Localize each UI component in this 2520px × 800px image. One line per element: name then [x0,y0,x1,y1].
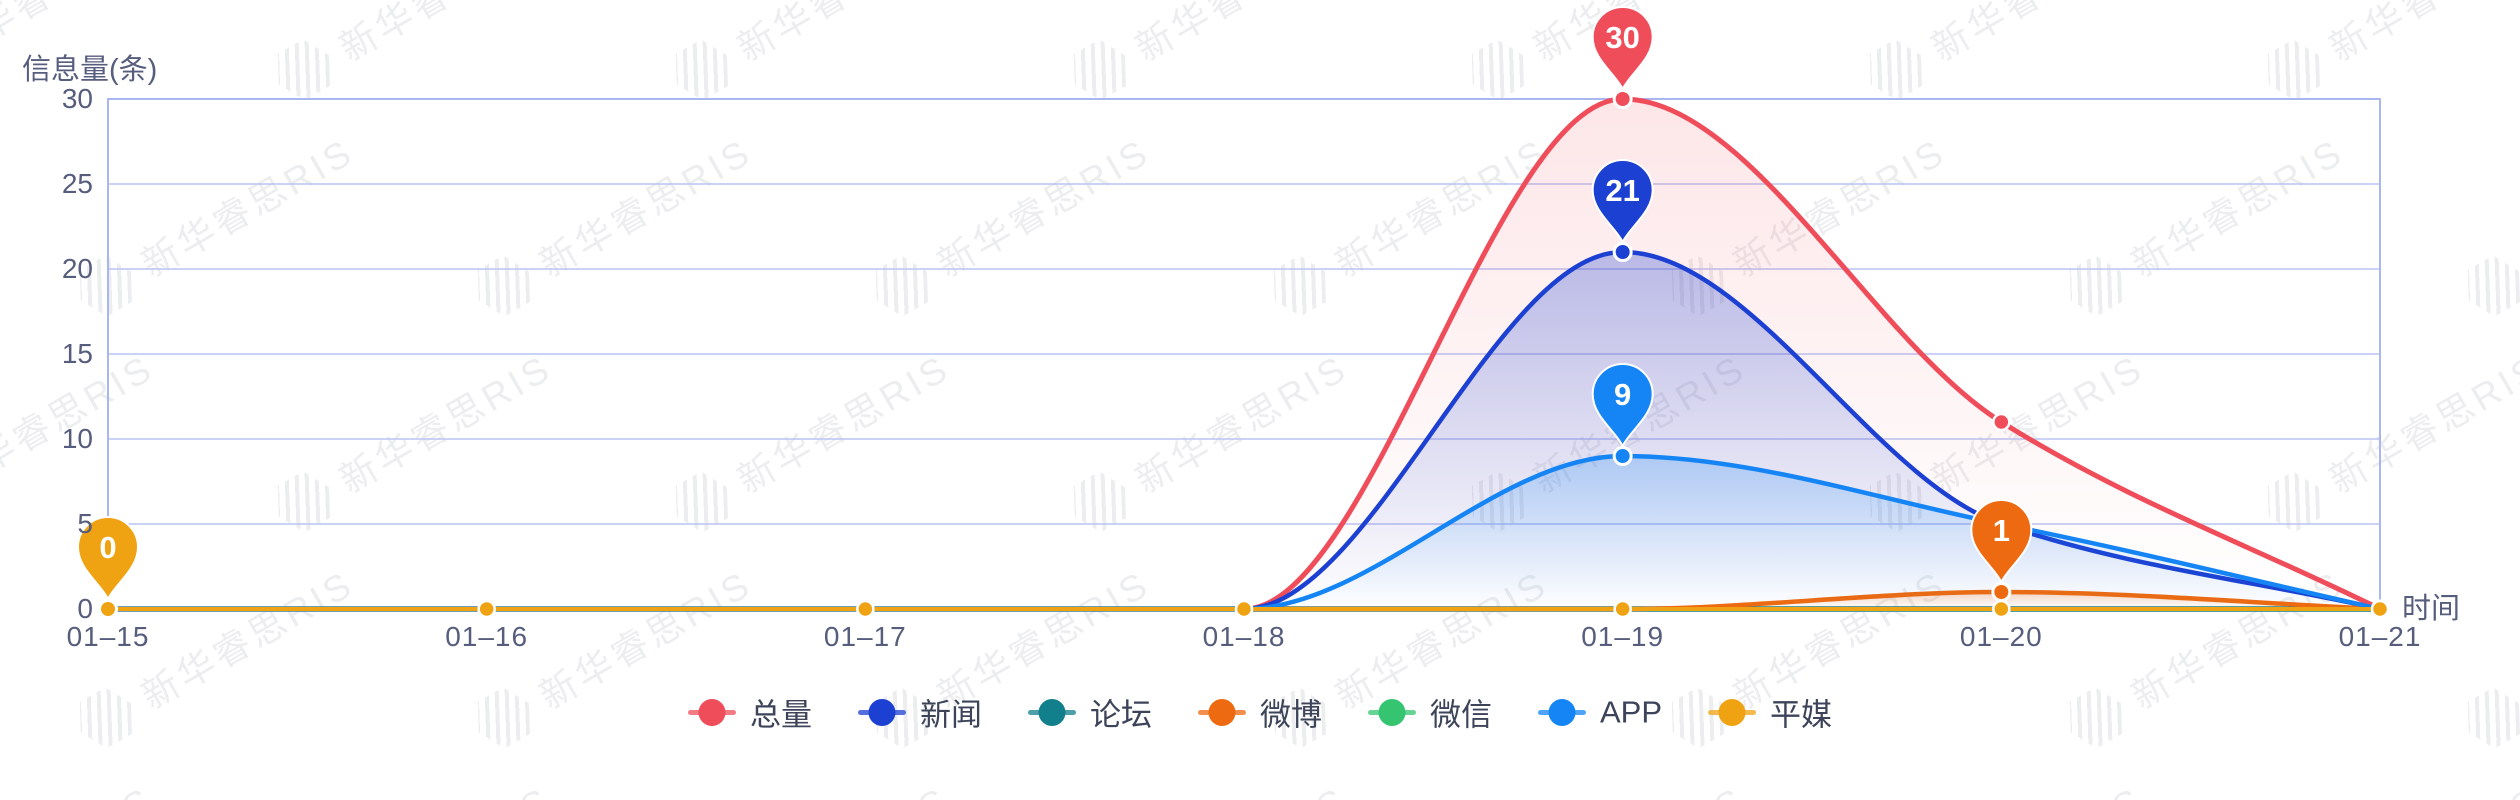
legend-item-总量[interactable]: 总量 [687,690,812,735]
data-point[interactable] [1992,599,2011,619]
legend-item-微信[interactable]: 微信 [1367,690,1492,735]
legend-label: APP [1599,694,1663,729]
data-point[interactable] [2370,599,2390,619]
pin-anchor-dot [1612,89,1633,109]
y-axis-title: 信息量(条) [22,54,158,86]
pin-balloon [76,516,140,602]
data-point[interactable] [1234,599,1254,619]
legend-marker-icon [1197,698,1246,726]
legend-label: 论坛 [1089,697,1152,733]
pin-APP-9[interactable]: 9 [1591,363,1654,466]
pin-value-label: 9 [1614,377,1631,412]
pin-value-label: 1 [1993,513,2010,548]
data-point[interactable] [1613,599,1632,619]
y-tick-label: 20 [61,253,93,284]
y-tick-label: 25 [61,168,93,199]
pin-balloon [1591,159,1654,245]
y-tick-label: 15 [61,338,93,369]
y-tick-label: 5 [77,508,93,539]
legend-item-APP[interactable]: APP [1537,694,1663,730]
legend-marker-icon [1537,698,1586,726]
x-tick-label: 01–20 [1959,621,2043,652]
pin-微博-1[interactable]: 1 [1970,499,2033,602]
data-point[interactable] [1992,412,2011,432]
legend-label: 平媒 [1770,697,1833,733]
pin-anchor-dot [1991,582,2012,602]
pin-value-label: 0 [99,530,116,565]
pin-balloon [1591,363,1654,449]
x-tick-label: 01–17 [823,621,907,652]
x-tick-label: 01–18 [1202,621,1286,652]
legend-label: 新闻 [919,697,982,733]
legend-marker-icon [857,698,906,726]
pin-balloon [1970,499,2033,585]
pin-anchor-dot [98,599,118,619]
x-tick-label: 01–19 [1581,621,1665,652]
legend-marker-icon [1027,698,1076,726]
pin-新闻-21[interactable]: 21 [1591,159,1654,262]
x-tick-label: 01–21 [2338,621,2422,652]
pin-anchor-dot [1612,446,1633,466]
legend-item-论坛[interactable]: 论坛 [1027,690,1152,735]
legend-label: 微信 [1429,697,1492,733]
legend-item-新闻[interactable]: 新闻 [857,690,982,735]
y-tick-label: 0 [77,593,93,624]
legend-marker-icon [687,698,736,726]
legend-item-平媒[interactable]: 平媒 [1708,690,1832,735]
legend-marker-icon [1367,698,1416,726]
y-tick-label: 10 [61,423,93,454]
legend-item-微博[interactable]: 微博 [1197,690,1322,735]
data-point[interactable] [856,599,875,619]
x-tick-label: 01–15 [66,621,150,652]
series-area [108,456,2380,609]
legend-marker-icon [1708,698,1757,726]
pin-平媒-0[interactable]: 0 [76,516,140,619]
legend: 总量 新闻 论坛 微博 微信 APP 平媒 [0,690,2520,735]
pin-balloon [1591,6,1654,92]
pin-anchor-dot [1612,242,1633,262]
x-axis-title: 时间 [2402,593,2461,625]
legend-label: 微博 [1259,697,1322,733]
pin-value-label: 30 [1605,20,1639,55]
pin-value-label: 21 [1605,173,1639,208]
y-tick-label: 30 [61,83,93,114]
legend-label: 总量 [749,697,812,733]
data-point[interactable] [477,599,496,619]
pin-总量-30[interactable]: 30 [1591,6,1654,109]
x-tick-label: 01–16 [445,621,529,652]
